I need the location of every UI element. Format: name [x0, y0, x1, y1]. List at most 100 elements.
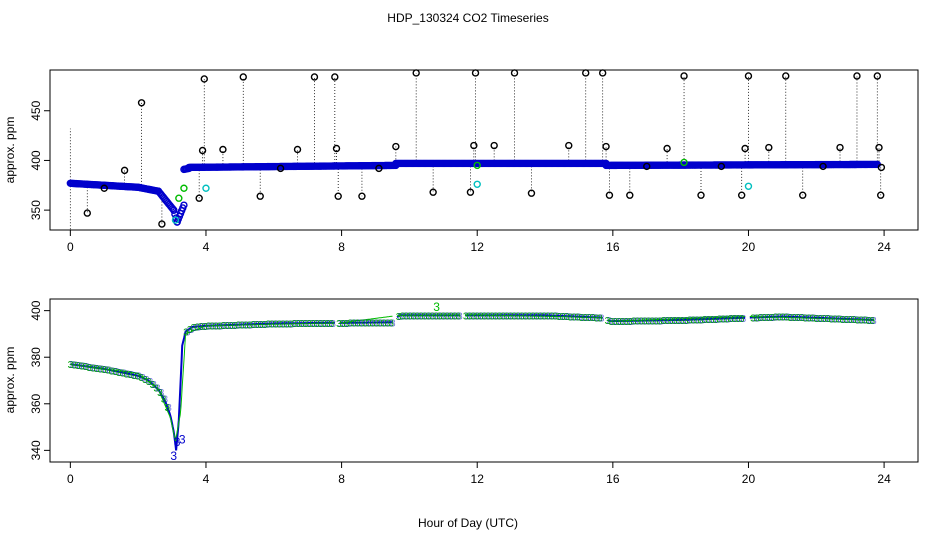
green-glyph-point: 3 — [627, 317, 633, 328]
green-glyph-point: 3 — [146, 377, 152, 388]
green-glyph-point: 3 — [116, 368, 122, 379]
blue-glyph-point: 3 — [353, 319, 359, 330]
green-glyph-point: 3 — [545, 311, 551, 322]
green-glyph-point: 3 — [82, 362, 88, 373]
blue-glyph-point: 3 — [222, 321, 228, 332]
blue-glyph-point: 3 — [632, 317, 638, 328]
blue-glyph-point: 3 — [274, 319, 280, 330]
black-data-point — [875, 143, 883, 152]
black-data-point — [697, 191, 705, 199]
blue-glyph-point: 3 — [144, 375, 150, 386]
green-glyph-point: 3 — [422, 311, 428, 322]
green-glyph-point: 3 — [616, 317, 622, 328]
green-glyph-point: 3 — [269, 320, 275, 331]
blue-glyph-point: 3 — [151, 380, 157, 391]
green-glyph-point: 3 — [590, 313, 596, 324]
blue-glyph-point: 3 — [304, 319, 310, 330]
blue-glyph-point: 3 — [114, 367, 120, 378]
green-glyph-point: 3 — [511, 311, 517, 322]
black-data-point — [799, 191, 807, 199]
black-data-point — [256, 192, 264, 200]
black-data-point — [565, 141, 573, 150]
blue-glyph-point: 3 — [599, 314, 605, 325]
green-glyph-point: 3 — [474, 311, 480, 322]
blue-glyph-point: 3 — [446, 311, 452, 322]
black-data-point — [598, 69, 607, 77]
green-glyph-point: 3 — [303, 319, 309, 330]
green-glyph-point: 3 — [340, 319, 346, 330]
top-y-tick-label: 400 — [29, 150, 43, 170]
green-glyph-point: 3 — [552, 312, 558, 323]
green-glyph-point: 3 — [254, 320, 260, 331]
blue-glyph-point: 3 — [494, 311, 500, 322]
black-data-point — [877, 163, 886, 172]
blue-glyph-point: 3 — [442, 311, 448, 322]
blue-glyph-point: 3 — [774, 313, 780, 324]
green-glyph-point: 3 — [351, 319, 357, 330]
green-glyph-point: 3 — [273, 319, 279, 330]
green-glyph-point: 3 — [702, 315, 708, 326]
blue-glyph-point: 3 — [550, 312, 556, 323]
blue-glyph-point: 3 — [700, 315, 706, 326]
green-glyph-point: 3 — [661, 316, 667, 327]
green-glyph-point: 3 — [508, 311, 514, 322]
blue-glyph-point: 3 — [345, 319, 351, 330]
bottom-x-tick-label: 24 — [877, 472, 891, 486]
green-glyph-point: 3 — [358, 319, 364, 330]
blue-glyph-point: 3 — [412, 311, 418, 322]
blue-glyph-point: 3 — [215, 321, 221, 332]
blue-glyph-point: 3 — [121, 369, 127, 380]
green-glyph-point: 3 — [220, 321, 226, 332]
blue-glyph-point: 3 — [849, 315, 855, 326]
green-glyph-point: 3 — [94, 364, 100, 375]
green-glyph-point: 3 — [500, 311, 506, 322]
green-glyph-point: 3 — [634, 317, 640, 328]
blue-glyph-point: 3 — [364, 319, 370, 330]
cyan-data-point — [202, 184, 210, 192]
blue-glyph-point: 3 — [588, 313, 594, 324]
blue-glyph-point: 3 — [562, 312, 568, 323]
green-series-line — [70, 314, 874, 442]
green-glyph-point: 3 — [739, 314, 745, 325]
green-glyph-point: 3 — [306, 319, 312, 330]
green-glyph-point: 3 — [638, 317, 644, 328]
top-y-axis: 350 400 450 — [29, 100, 50, 220]
black-data-point — [602, 142, 610, 151]
black-data-point — [680, 72, 688, 80]
blue-glyph-point: 3 — [517, 311, 523, 322]
blue-glyph-point: 3 — [539, 311, 545, 322]
green-glyph-point: 3 — [817, 314, 823, 325]
green-glyph-point: 3 — [489, 311, 495, 322]
blue-glyph-point: 3 — [192, 323, 198, 334]
bottom-y-axis-label: approx. ppm — [3, 347, 17, 414]
green-glyph-point: 3 — [355, 319, 361, 330]
blue-glyph-point: 3 — [140, 373, 146, 384]
blue-glyph-point: 3 — [524, 311, 530, 322]
blue-glyph-point: 3 — [327, 319, 333, 330]
green-glyph-point: 3 — [112, 367, 118, 378]
blue-glyph-point: 3 — [580, 313, 586, 324]
blue-glyph-point: 3 — [286, 319, 292, 330]
green-glyph-point: 3 — [314, 319, 320, 330]
blue-glyph-point: 3 — [330, 319, 336, 330]
green-glyph-point: 3 — [593, 313, 599, 324]
green-glyph-point: 3 — [847, 315, 853, 326]
bottom-x-tick-label: 12 — [471, 472, 485, 486]
green-glyph-point: 3 — [605, 316, 611, 327]
blue-glyph-point: 3 — [759, 313, 765, 324]
green-glyph-point: 3 — [676, 316, 682, 327]
green-glyph-point: 3 — [441, 311, 447, 322]
green-glyph-point: 3 — [575, 313, 581, 324]
blue-glyph-point: 3 — [565, 312, 571, 323]
blue-glyph-point: 3 — [211, 322, 217, 333]
green-glyph-point: 3 — [400, 311, 406, 322]
blue-glyph-point: 3 — [823, 314, 829, 325]
blue-glyph-point: 3 — [752, 313, 758, 324]
green-glyph-point: 3 — [232, 321, 238, 332]
blue-glyph-point: 3 — [521, 311, 527, 322]
green-glyph-point: 3 — [564, 312, 570, 323]
blue-glyph-point: 3 — [841, 315, 847, 326]
green-glyph-point: 3 — [97, 364, 103, 375]
blue-glyph-point: 3 — [259, 320, 265, 331]
black-data-point — [626, 191, 634, 199]
